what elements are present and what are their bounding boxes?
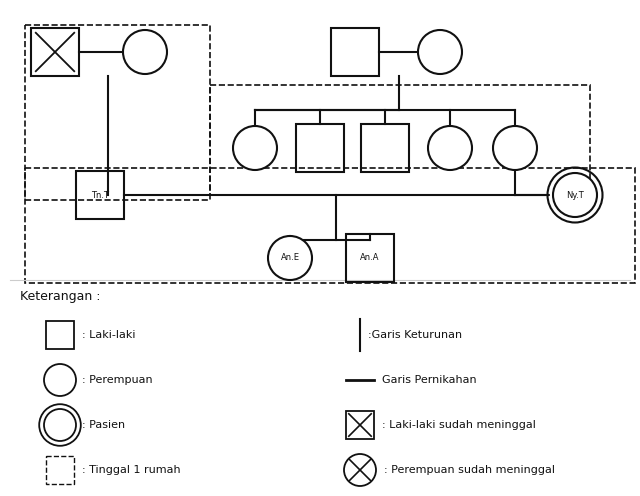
Ellipse shape	[553, 173, 597, 217]
Ellipse shape	[418, 30, 462, 74]
Text: Keterangan :: Keterangan :	[20, 290, 100, 303]
Ellipse shape	[123, 30, 167, 74]
Text: :Garis Keturunan: :Garis Keturunan	[368, 330, 462, 340]
Text: Tn.T: Tn.T	[91, 190, 109, 199]
Ellipse shape	[268, 236, 312, 280]
Text: An.A: An.A	[360, 253, 380, 262]
Text: An.E: An.E	[280, 253, 300, 262]
Text: : Laki-laki sudah meninggal: : Laki-laki sudah meninggal	[382, 420, 536, 430]
Text: : Perempuan sudah meninggal: : Perempuan sudah meninggal	[384, 465, 555, 475]
Ellipse shape	[493, 126, 537, 170]
Text: : Laki-laki: : Laki-laki	[82, 330, 136, 340]
Text: : Pasien: : Pasien	[82, 420, 125, 430]
Text: : Tinggal 1 rumah: : Tinggal 1 rumah	[82, 465, 180, 475]
Ellipse shape	[233, 126, 277, 170]
Text: : Perempuan: : Perempuan	[82, 375, 152, 385]
Text: Ny.T: Ny.T	[566, 190, 584, 199]
Ellipse shape	[428, 126, 472, 170]
Text: Garis Pernikahan: Garis Pernikahan	[382, 375, 477, 385]
